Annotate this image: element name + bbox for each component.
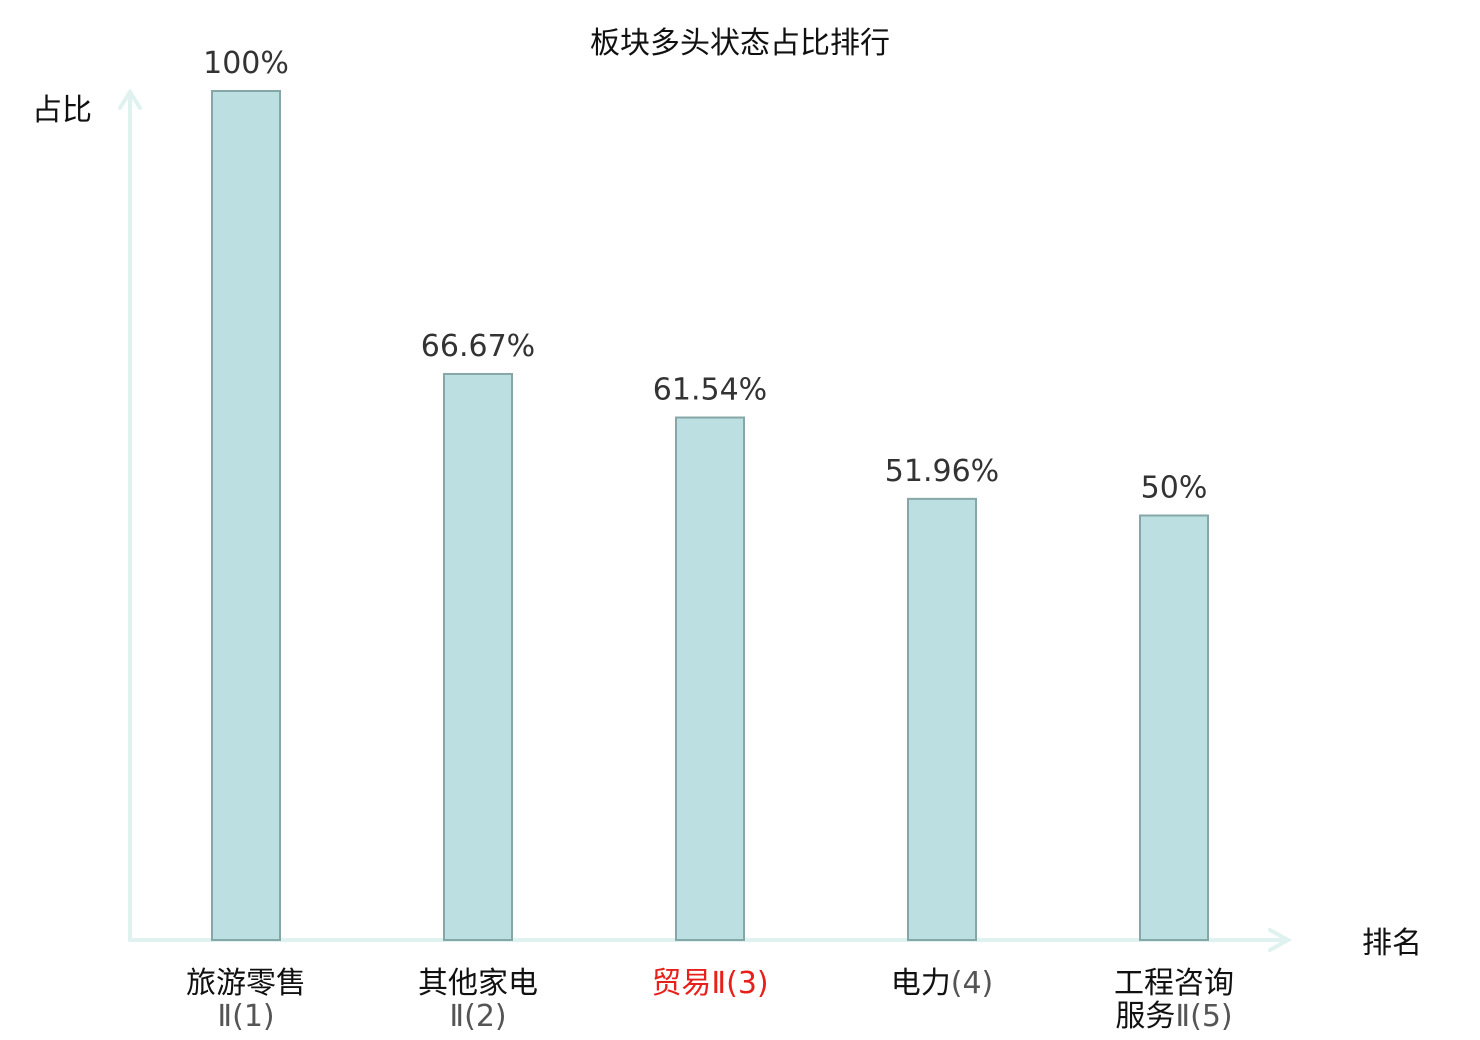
category-rank-text: Ⅱ(5) xyxy=(1175,999,1232,1034)
category-rank-text: Ⅱ(3) xyxy=(711,966,768,1001)
category-name-text: 贸易 xyxy=(651,966,711,1001)
bar xyxy=(443,372,513,942)
category-label-line: 旅游零售 xyxy=(186,966,306,1001)
category-name-text: 工程咨询 xyxy=(1114,966,1234,1001)
bar-value-label: 66.67% xyxy=(421,329,535,364)
bar xyxy=(675,416,745,941)
category-rank-text: Ⅱ(2) xyxy=(449,999,506,1034)
category-label-line: 其他家电 xyxy=(418,966,538,1001)
bar-series xyxy=(211,90,1209,942)
bar xyxy=(211,90,281,941)
bar-value-label: 50% xyxy=(1141,471,1208,506)
category-name-text: 电力 xyxy=(891,966,951,1001)
category-label-line: 服务Ⅱ(5) xyxy=(1115,999,1232,1034)
y-axis-label: 占比 xyxy=(32,93,92,128)
category-label: 贸易Ⅱ(3) xyxy=(651,966,768,1001)
x-axis-arrow xyxy=(1268,928,1293,952)
bar xyxy=(1139,514,1209,941)
x-axis-label: 排名 xyxy=(1362,926,1422,961)
category-label-line: Ⅱ(2) xyxy=(449,999,506,1034)
bar-value-label: 100% xyxy=(203,46,289,81)
category-label-line: Ⅱ(1) xyxy=(217,999,274,1034)
chart-title: 板块多头状态占比排行 xyxy=(590,26,890,61)
bar-value-label: 61.54% xyxy=(653,373,767,408)
category-rank-text: (4) xyxy=(951,966,994,1001)
category-label-line: 工程咨询 xyxy=(1114,966,1234,1001)
y-axis-arrow xyxy=(118,88,142,110)
category-name-text: 旅游零售 xyxy=(186,966,306,1001)
category-label: 电力(4) xyxy=(891,966,994,1001)
bar-value-label: 51.96% xyxy=(885,454,999,489)
category-rank-text: Ⅱ(1) xyxy=(217,999,274,1034)
bar xyxy=(907,497,977,941)
category-name-text: 其他家电 xyxy=(418,966,538,1001)
category-label-line: 贸易Ⅱ(3) xyxy=(651,966,768,1001)
category-label-line: 电力(4) xyxy=(891,966,994,1001)
category-name-text: 服务 xyxy=(1115,999,1175,1034)
value-labels: 100% 66.67% 61.54% 51.96% 50% xyxy=(203,46,1207,506)
